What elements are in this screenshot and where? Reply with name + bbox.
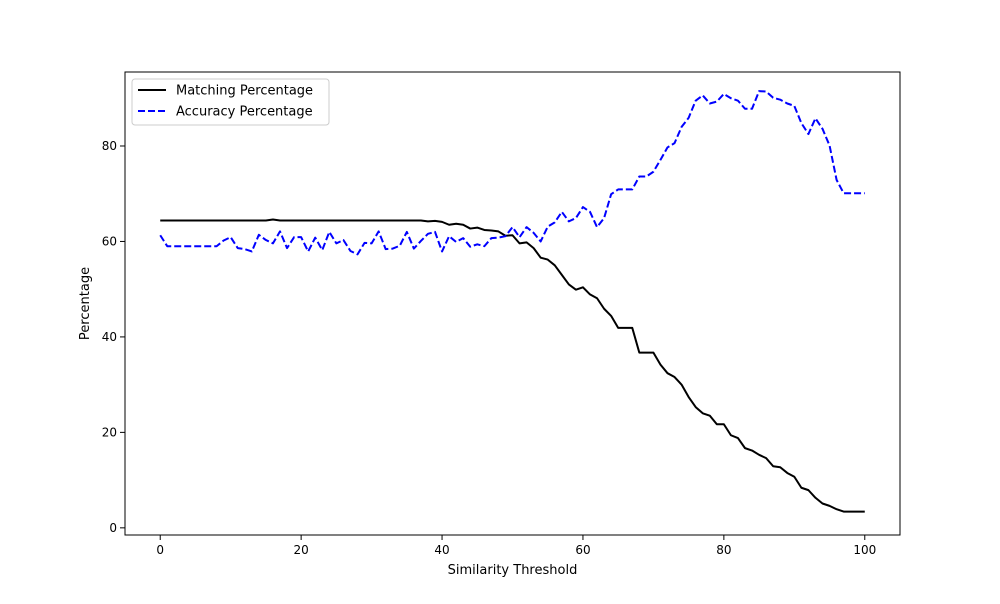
x-axis: 0 20 40 60 80 100 xyxy=(156,535,876,557)
y-tick-label: 80 xyxy=(102,139,117,153)
x-tick-label: 0 xyxy=(156,543,164,557)
plot-background xyxy=(125,72,900,535)
y-axis: 0 20 40 60 80 xyxy=(102,139,125,535)
series-line-accuracy-percentage xyxy=(159,90,865,256)
series-line-matching-percentage xyxy=(160,218,865,513)
x-axis-label: Similarity Threshold xyxy=(448,563,578,578)
y-tick-label: 20 xyxy=(102,425,117,439)
plot-frame xyxy=(124,71,901,536)
y-tick-label: 0 xyxy=(109,521,117,535)
x-tick-label: 100 xyxy=(853,543,876,557)
x-tick-label: 20 xyxy=(293,543,308,557)
legend-label: Matching Percentage xyxy=(176,84,313,99)
plot-area xyxy=(125,72,900,535)
series-layer xyxy=(159,90,865,513)
x-tick-label: 80 xyxy=(716,543,731,557)
y-tick-label: 40 xyxy=(102,330,117,344)
x-tick-label: 60 xyxy=(575,543,590,557)
legend: Matching Percentage Accuracy Percentage xyxy=(131,78,330,126)
legend-label: Accuracy Percentage xyxy=(176,105,313,120)
y-axis-label: Percentage xyxy=(78,267,93,340)
legend-box xyxy=(131,78,330,126)
y-tick-label: 60 xyxy=(102,234,117,248)
x-tick-label: 40 xyxy=(434,543,449,557)
